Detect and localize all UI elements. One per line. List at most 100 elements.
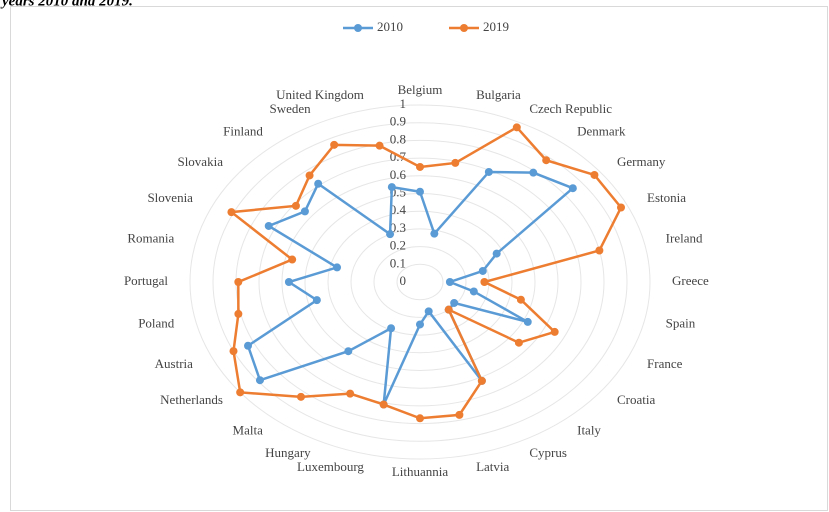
category-label: Finland: [223, 124, 263, 139]
series-marker: [234, 278, 243, 286]
category-label: Cyprus: [529, 445, 567, 460]
series-marker: [469, 287, 478, 296]
series-marker: [484, 167, 493, 176]
series-marker: [344, 347, 353, 356]
grid-ring: [373, 246, 467, 318]
legend-label: 2019: [483, 19, 509, 34]
category-label: Sweden: [269, 101, 311, 116]
series-marker: [480, 278, 489, 286]
category-label: Estonia: [647, 190, 686, 205]
category-label: Romania: [127, 230, 174, 245]
series-marker: [478, 266, 487, 275]
category-label: Belgium: [398, 82, 443, 97]
grid-ring: [212, 122, 628, 442]
legend-marker: [354, 24, 362, 32]
series-marker: [255, 376, 264, 385]
series-marker: [291, 201, 300, 210]
series-marker: [375, 141, 384, 150]
r-tick-label: 0.9: [390, 114, 406, 129]
category-label: Slovenia: [147, 190, 193, 205]
r-tick-label: 0.3: [390, 220, 406, 235]
series-marker: [512, 123, 521, 132]
series-marker: [451, 158, 460, 167]
series-marker: [284, 278, 293, 286]
series-marker: [305, 171, 314, 180]
category-label: Slovakia: [177, 154, 223, 169]
series-marker: [477, 376, 486, 385]
series-marker: [312, 296, 321, 305]
series-marker: [550, 327, 559, 336]
grid-ring: [327, 210, 513, 354]
series-marker: [387, 324, 396, 333]
category-label: Austria: [155, 356, 194, 371]
legend-label: 2010: [377, 19, 403, 34]
r-tick-label: 0: [400, 273, 407, 288]
series-marker: [346, 389, 355, 398]
series-marker: [330, 140, 339, 149]
legend-marker: [460, 24, 468, 32]
series-marker: [227, 208, 236, 217]
category-label: Spain: [666, 315, 696, 330]
series-marker: [595, 246, 604, 255]
series-marker: [542, 156, 551, 165]
series-marker: [416, 320, 424, 329]
chart-frame: [10, 6, 828, 511]
series-marker: [333, 263, 342, 272]
series-marker: [444, 305, 453, 314]
category-label: Hungary: [265, 445, 311, 460]
grid-ring: [396, 263, 444, 301]
series-marker: [234, 309, 243, 318]
series-marker: [445, 278, 454, 286]
category-label: Poland: [138, 315, 175, 330]
series-marker: [450, 298, 459, 307]
category-label: United Kingdom: [276, 87, 364, 102]
series-marker: [424, 307, 433, 316]
grid-ring: [189, 104, 651, 460]
series-marker: [314, 179, 323, 188]
category-label: Denmark: [577, 124, 626, 139]
caption: years 2010 and 2019.: [0, 0, 133, 9]
series-marker: [387, 183, 396, 192]
category-label: Portugal: [124, 273, 168, 288]
series-marker: [492, 249, 501, 258]
category-label: Ireland: [666, 230, 703, 245]
category-label: Lithuannia: [392, 464, 449, 479]
r-tick-label: 1: [400, 96, 407, 111]
category-label: Germany: [617, 154, 666, 169]
category-label: Luxembourg: [297, 459, 364, 474]
series-marker: [617, 203, 626, 212]
category-label: France: [647, 356, 683, 371]
series-marker: [244, 341, 253, 350]
series-marker: [568, 184, 577, 193]
series-marker: [416, 162, 424, 171]
series-marker: [523, 317, 532, 326]
r-tick-label: 0.1: [390, 255, 406, 270]
series-marker: [416, 187, 424, 196]
series-marker: [236, 388, 245, 397]
series-marker: [529, 168, 538, 177]
category-label: Malta: [233, 422, 264, 437]
series-marker: [590, 170, 599, 179]
series-marker: [229, 347, 238, 356]
caption-bg: [0, 0, 200, 6]
category-label: Greece: [672, 273, 709, 288]
grid-ring: [258, 157, 582, 407]
category-label: Italy: [577, 422, 601, 437]
series-marker: [514, 338, 523, 347]
category-label: Bulgaria: [476, 87, 521, 102]
r-tick-label: 0.8: [390, 131, 406, 146]
series-marker: [264, 221, 273, 230]
category-label: Netherlands: [160, 392, 223, 407]
series-marker: [516, 295, 525, 304]
r-tick-label: 0.2: [390, 238, 406, 253]
r-tick-label: 0.6: [390, 167, 407, 182]
series-marker: [455, 410, 464, 419]
series-marker: [288, 255, 297, 264]
series-marker: [430, 229, 439, 238]
grid-ring: [281, 175, 559, 389]
category-label: Czech Republic: [529, 101, 612, 116]
series-marker: [300, 207, 309, 216]
series-marker: [296, 392, 305, 401]
series-marker: [379, 400, 388, 409]
